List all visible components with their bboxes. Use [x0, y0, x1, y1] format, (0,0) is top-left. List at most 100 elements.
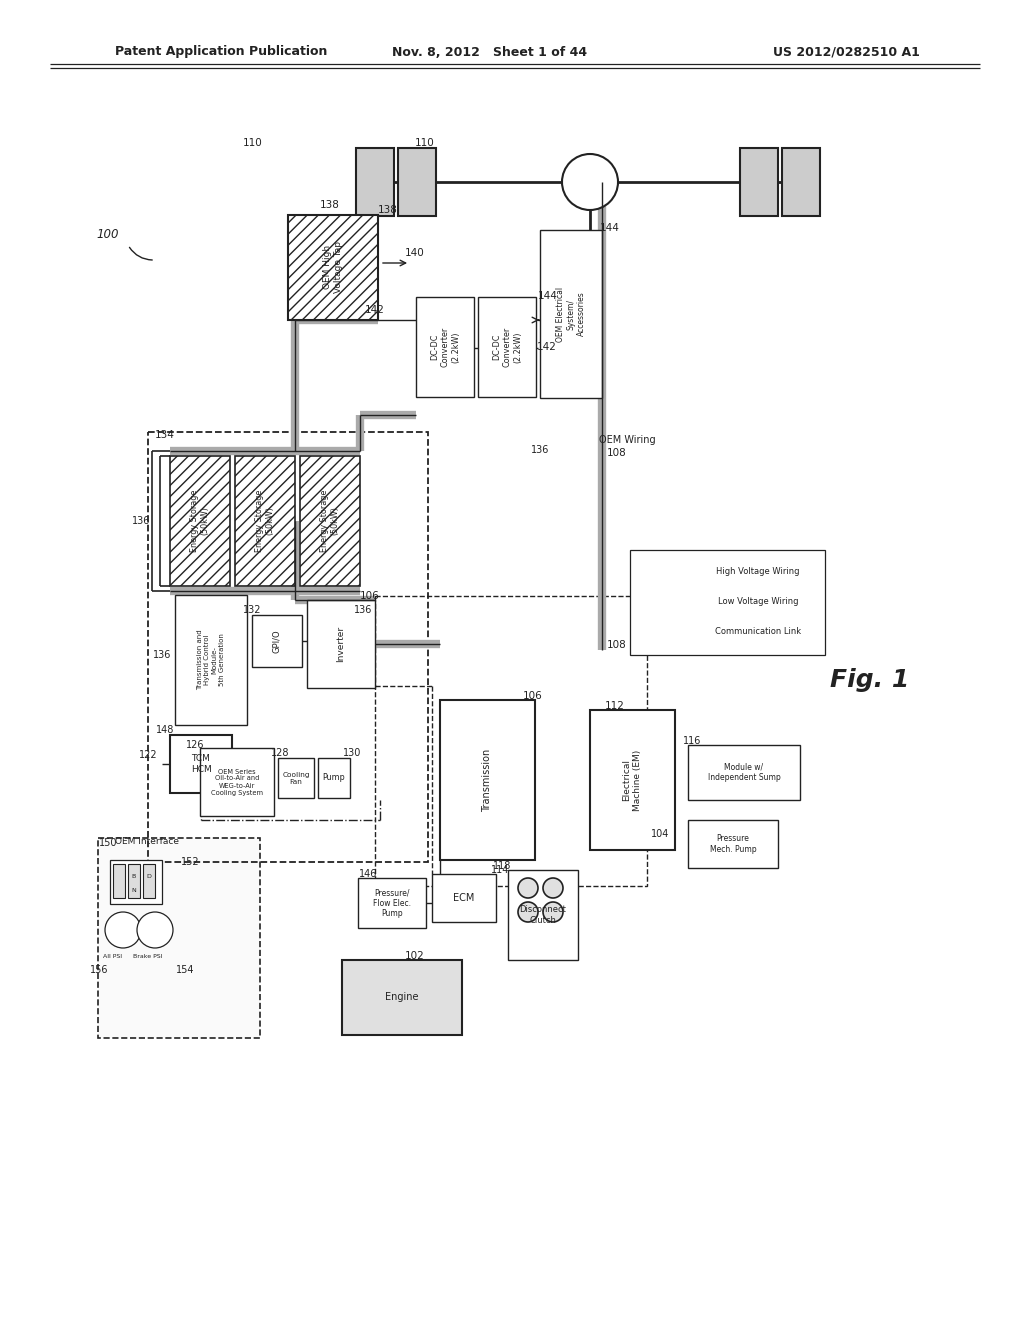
Bar: [252, 615, 302, 667]
Circle shape: [562, 154, 618, 210]
Text: 144: 144: [600, 223, 620, 234]
Text: ECM: ECM: [454, 894, 475, 903]
Text: 154: 154: [176, 965, 195, 975]
Bar: [170, 455, 230, 586]
Text: GPI/O: GPI/O: [272, 630, 282, 653]
Text: 138: 138: [378, 205, 398, 215]
Circle shape: [543, 902, 563, 921]
Bar: [307, 601, 375, 688]
Text: 142: 142: [537, 342, 557, 352]
Text: Transmission: Transmission: [482, 748, 492, 812]
Bar: [170, 735, 232, 793]
Text: 110: 110: [415, 139, 435, 148]
Bar: [358, 878, 426, 928]
Bar: [478, 297, 536, 397]
Bar: [318, 758, 350, 799]
Bar: [375, 597, 647, 886]
Text: Energy Storage
(50kW): Energy Storage (50kW): [190, 490, 210, 552]
Circle shape: [518, 878, 538, 898]
Bar: [590, 710, 675, 850]
Text: 148: 148: [156, 725, 174, 735]
Text: Pressure
Mech. Pump: Pressure Mech. Pump: [710, 834, 757, 854]
Circle shape: [137, 912, 173, 948]
Text: US 2012/0282510 A1: US 2012/0282510 A1: [773, 45, 920, 58]
Text: All PSI: All PSI: [103, 953, 123, 958]
Text: 108: 108: [607, 447, 627, 458]
Bar: [688, 744, 800, 800]
Bar: [432, 874, 496, 921]
Text: 136: 136: [153, 649, 171, 660]
Text: Low Voltage Wiring: Low Voltage Wiring: [718, 598, 799, 606]
Text: 146: 146: [358, 869, 377, 879]
Text: Engine: Engine: [385, 993, 419, 1002]
Bar: [416, 297, 474, 397]
Circle shape: [518, 902, 538, 921]
Bar: [128, 865, 140, 898]
Text: Fig. 1: Fig. 1: [830, 668, 909, 692]
Text: 136: 136: [530, 445, 549, 455]
Text: Brake PSI: Brake PSI: [133, 953, 163, 958]
Text: 118: 118: [493, 861, 511, 871]
Text: 108: 108: [607, 640, 627, 649]
Text: OEM Electrical
System/
Accessories: OEM Electrical System/ Accessories: [556, 286, 586, 342]
Text: Patent Application Publication: Patent Application Publication: [115, 45, 328, 58]
Text: Pump: Pump: [323, 774, 345, 783]
Text: TCM
HCM: TCM HCM: [190, 754, 211, 774]
Text: B: B: [132, 874, 136, 879]
Text: 152: 152: [180, 857, 200, 867]
Text: Cooling
Fan: Cooling Fan: [283, 771, 309, 784]
Bar: [148, 432, 428, 862]
Text: 136: 136: [132, 516, 151, 525]
Text: 126: 126: [185, 741, 204, 750]
Text: OEM Wiring: OEM Wiring: [599, 436, 655, 445]
Text: 106: 106: [523, 690, 543, 701]
Bar: [540, 230, 602, 399]
Text: OEM Series
Oil-to-Air and
WEG-to-Air
Cooling System: OEM Series Oil-to-Air and WEG-to-Air Coo…: [211, 768, 263, 796]
Text: 116: 116: [683, 737, 701, 746]
Text: 106: 106: [360, 591, 380, 601]
Bar: [630, 550, 825, 655]
Bar: [740, 148, 778, 216]
Text: 104: 104: [651, 829, 670, 840]
Text: 144: 144: [538, 290, 558, 301]
Text: Electrical
Machine (EM): Electrical Machine (EM): [623, 750, 642, 810]
Text: 102: 102: [406, 950, 425, 961]
Text: 134: 134: [155, 430, 175, 440]
Text: High Voltage Wiring: High Voltage Wiring: [716, 568, 800, 577]
Text: DC-DC
Converter
(2.2kW): DC-DC Converter (2.2kW): [430, 327, 460, 367]
Bar: [278, 758, 314, 799]
Bar: [288, 215, 378, 319]
Text: Pressure/
Flow Elec.
Pump: Pressure/ Flow Elec. Pump: [373, 888, 411, 917]
Text: 132: 132: [243, 605, 261, 615]
Bar: [110, 861, 162, 904]
Text: 112: 112: [605, 701, 625, 711]
Text: DC-DC
Converter
(2.2kW): DC-DC Converter (2.2kW): [493, 327, 522, 367]
Bar: [688, 820, 778, 869]
Text: Energy Storage
(50kW): Energy Storage (50kW): [321, 490, 340, 552]
Text: Transmission and
Hybrid Control
Module-
5th Generation: Transmission and Hybrid Control Module- …: [198, 630, 224, 690]
Bar: [356, 148, 394, 216]
Bar: [440, 700, 535, 861]
Circle shape: [543, 878, 563, 898]
Text: 142: 142: [366, 305, 385, 315]
Bar: [782, 148, 820, 216]
Text: OEM High
Voltage Tap: OEM High Voltage Tap: [324, 242, 343, 293]
Text: Disconnect
Clutch: Disconnect Clutch: [519, 906, 566, 925]
Text: 114: 114: [490, 865, 509, 875]
Bar: [300, 455, 360, 586]
Text: 100: 100: [96, 228, 119, 242]
Text: 150: 150: [99, 838, 118, 847]
Bar: [113, 865, 125, 898]
Text: D: D: [146, 874, 152, 879]
Bar: [175, 595, 247, 725]
Text: 136: 136: [354, 605, 372, 615]
Text: N: N: [132, 887, 136, 892]
Bar: [398, 148, 436, 216]
Text: 140: 140: [406, 248, 425, 257]
Text: 138: 138: [321, 201, 340, 210]
Text: 122: 122: [138, 750, 158, 760]
Bar: [200, 748, 274, 816]
Text: OEM Interface: OEM Interface: [115, 837, 179, 846]
Bar: [98, 838, 260, 1038]
Bar: [342, 960, 462, 1035]
